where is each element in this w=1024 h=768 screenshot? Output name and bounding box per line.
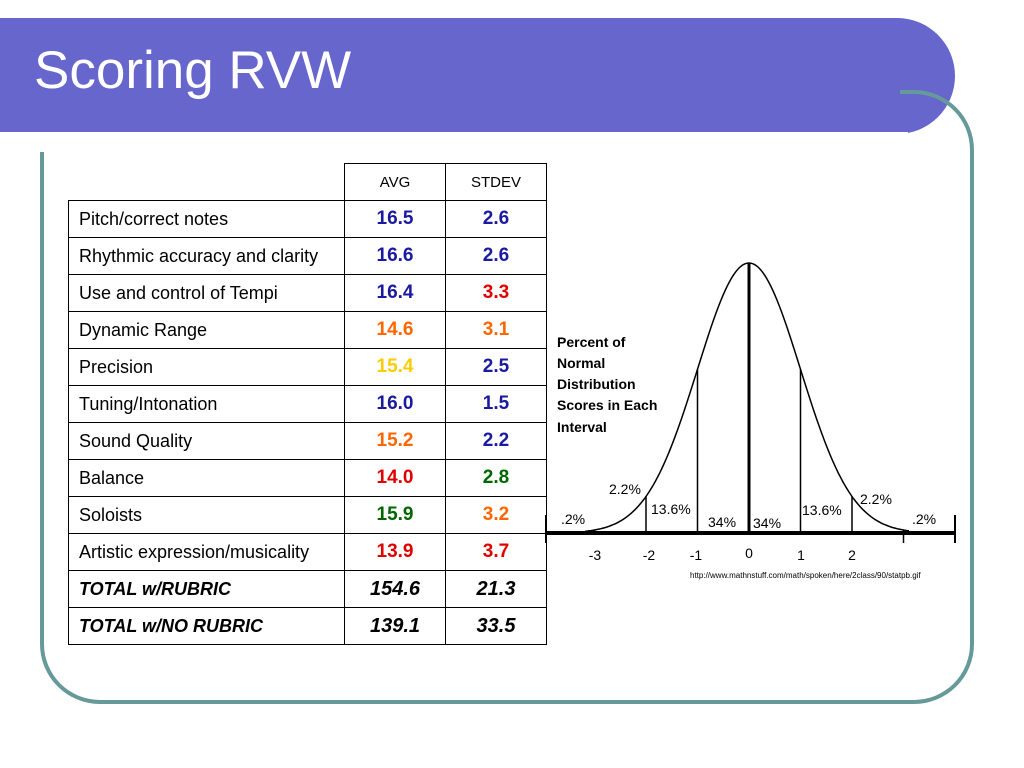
caption-line: Distribution	[557, 376, 636, 392]
stdev-value: 2.2	[445, 422, 547, 460]
table-row: Dynamic Range 14.6 3.1	[68, 311, 547, 349]
stdev-value: 21.3	[445, 570, 547, 608]
table-row: Sound Quality 15.2 2.2	[68, 422, 547, 460]
row-label: Rhythmic accuracy and clarity	[68, 237, 345, 275]
tick-label: -2	[643, 547, 656, 563]
avg-value: 154.6	[344, 570, 446, 608]
avg-value: 15.2	[344, 422, 446, 460]
table-row: Precision 15.4 2.5	[68, 348, 547, 386]
pct-far-left: .2%	[561, 511, 585, 527]
stdev-value: 33.5	[445, 607, 547, 645]
caption-line: Interval	[557, 419, 607, 435]
tick-label: 2	[848, 547, 856, 563]
caption-line: Percent of	[557, 334, 626, 350]
row-label: Use and control of Tempi	[68, 274, 345, 312]
total-row: TOTAL w/NO RUBRIC 139.1 33.5	[68, 607, 547, 645]
table-header-row: AVG STDEV	[68, 163, 547, 201]
stdev-value: 2.8	[445, 459, 547, 497]
row-label: Soloists	[68, 496, 345, 534]
pct-left-0: 34%	[708, 514, 736, 530]
pct-right-2: 2.2%	[860, 491, 892, 507]
bell-curve	[584, 262, 910, 533]
table-row: Soloists 15.9 3.2	[68, 496, 547, 534]
tick-label: -3	[589, 547, 602, 563]
stdev-value: 3.2	[445, 496, 547, 534]
title-banner	[0, 18, 955, 134]
stdev-value: 1.5	[445, 385, 547, 423]
bell-curve-layer	[545, 262, 956, 543]
caption-line: Scores in Each	[557, 397, 657, 413]
pct-right-1: 13.6%	[802, 502, 842, 518]
header-blank-cell	[68, 163, 345, 201]
stdev-value: 3.7	[445, 533, 547, 571]
interval-percent-labels: .2% 2.2% 13.6% 34% 34% 13.6% 2.2% .2%	[561, 481, 936, 531]
row-label: Sound Quality	[68, 422, 345, 460]
avg-value: 16.6	[344, 237, 446, 275]
pct-right-0: 34%	[753, 515, 781, 531]
row-label: Artistic expression/musicality	[68, 533, 345, 571]
table-row: Balance 14.0 2.8	[68, 459, 547, 497]
title-underline	[0, 132, 908, 136]
pct-left-2: 2.2%	[609, 481, 641, 497]
avg-value: 139.1	[344, 607, 446, 645]
avg-value: 15.4	[344, 348, 446, 386]
axis-tick-labels: -3 -2 -1 0 1 2	[589, 545, 856, 563]
scores-table: AVG STDEV Pitch/correct notes 16.5 2.6 Rhythm…	[68, 163, 547, 645]
column-header: STDEV	[445, 163, 547, 201]
normal-distribution-figure: Percent of Normal Distribution Scores in…	[545, 262, 956, 580]
avg-value: 14.6	[344, 311, 446, 349]
stdev-value: 3.3	[445, 274, 547, 312]
figure-caption: Percent of Normal Distribution Scores in…	[557, 334, 657, 435]
table-row: Artistic expression/musicality 13.9 3.7	[68, 533, 547, 571]
avg-value: 16.0	[344, 385, 446, 423]
table-row: Pitch/correct notes 16.5 2.6	[68, 200, 547, 238]
row-label: Precision	[68, 348, 345, 386]
avg-value: 16.4	[344, 274, 446, 312]
source-url: http://www.mathnstuff.com/math/spoken/he…	[690, 571, 921, 580]
stdev-value: 2.5	[445, 348, 547, 386]
stdev-value: 3.1	[445, 311, 547, 349]
slide-title: Scoring RVW	[34, 41, 352, 100]
stdev-value: 2.6	[445, 237, 547, 275]
table-row: Rhythmic accuracy and clarity 16.6 2.6	[68, 237, 547, 275]
row-label: Tuning/Intonation	[68, 385, 345, 423]
slide-frame	[40, 152, 974, 704]
tick-label: 0	[745, 545, 753, 561]
caption-line: Normal	[557, 355, 605, 371]
column-header: AVG	[344, 163, 446, 201]
tick-label: -1	[690, 547, 703, 563]
row-label: Dynamic Range	[68, 311, 345, 349]
stdev-value: 2.6	[445, 200, 547, 238]
total-row: TOTAL w/RUBRIC 154.6 21.3	[68, 570, 547, 608]
pct-left-1: 13.6%	[651, 501, 691, 517]
pct-far-right: .2%	[912, 511, 936, 527]
table-row: Use and control of Tempi 16.4 3.3	[68, 274, 547, 312]
row-label: TOTAL w/NO RUBRIC	[68, 607, 345, 645]
row-label: Balance	[68, 459, 345, 497]
tick-label: 1	[797, 547, 805, 563]
avg-value: 16.5	[344, 200, 446, 238]
row-label: Pitch/correct notes	[68, 200, 345, 238]
avg-value: 13.9	[344, 533, 446, 571]
table-row: Tuning/Intonation 16.0 1.5	[68, 385, 547, 423]
slide-frame-corner	[900, 90, 974, 210]
avg-value: 15.9	[344, 496, 446, 534]
avg-value: 14.0	[344, 459, 446, 497]
row-label: TOTAL w/RUBRIC	[68, 570, 345, 608]
